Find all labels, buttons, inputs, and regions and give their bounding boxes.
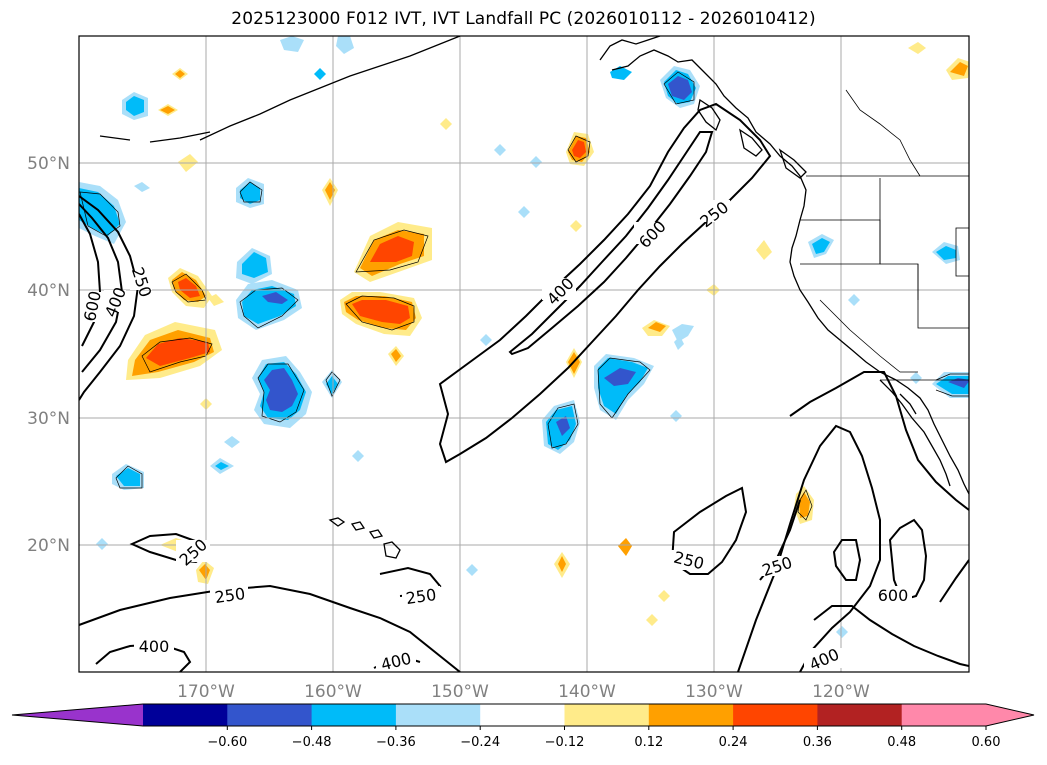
colorbar-segment: [480, 704, 565, 726]
colorbar-tick-label: 0.12: [634, 735, 663, 750]
latitude-labels: 50°N 40°N 30°N 20°N: [27, 154, 70, 556]
colorbar-tick-label: 0.36: [803, 735, 832, 750]
map-title: 2025123000 F012 IVT, IVT Landfall PC (20…: [231, 9, 816, 29]
colorbar-extend-high: [986, 704, 1034, 726]
colorbar-segment: [227, 704, 313, 726]
colorbar-outline: [11, 703, 1035, 727]
colorbar-tick-label: −0.12: [545, 735, 585, 750]
colorbar-segment: [311, 704, 397, 726]
colorbar-segment: [648, 704, 734, 726]
map-frame: [78, 35, 970, 673]
coastlines: [99, 36, 969, 559]
lat-label: 30°N: [27, 409, 70, 429]
colorbar-tick-label: −0.24: [460, 735, 500, 750]
colorbar-segment: [901, 704, 987, 726]
map-frame-bg: [79, 36, 969, 672]
contour-label: 600: [878, 586, 909, 605]
lon-label: 130°W: [685, 682, 743, 702]
contour-label: 250: [213, 584, 246, 607]
colorbar-tick-label: −0.36: [376, 735, 416, 750]
lat-label: 40°N: [27, 281, 70, 301]
colorbar-tick-label: 0.48: [887, 735, 916, 750]
colorbar-segment: [817, 704, 903, 726]
contour-label: 400: [139, 637, 170, 656]
colorbar-segment: [395, 704, 481, 726]
colorbar-tick-label: −0.48: [292, 735, 332, 750]
colorbar-tick-label: −0.60: [207, 735, 247, 750]
lon-label: 120°W: [812, 682, 870, 702]
colorbar-segment: [564, 704, 650, 726]
contour-label: 250: [405, 585, 438, 608]
lon-label: 150°W: [431, 682, 489, 702]
longitude-labels: 170°W 160°W 150°W 140°W 130°W 120°W: [177, 682, 870, 702]
lon-label: 140°W: [558, 682, 616, 702]
lat-label: 50°N: [27, 154, 70, 174]
colorbar-segment: [143, 704, 228, 726]
colorbar-tick-label: 0.24: [719, 735, 748, 750]
graticule: [79, 36, 969, 672]
colorbar-segment: [733, 704, 818, 726]
colorbar-tick-label: 0.60: [972, 735, 1001, 750]
lat-label: 20°N: [27, 536, 70, 556]
lon-label: 170°W: [177, 682, 235, 702]
colorbar: −0.60 −0.48 −0.36 −0.24 −0.12 0.12 0.24 0.36 0.4…: [11, 703, 1035, 750]
lon-label: 160°W: [304, 682, 362, 702]
political-borders: [800, 89, 969, 381]
colorbar-extend-low: [12, 704, 143, 726]
